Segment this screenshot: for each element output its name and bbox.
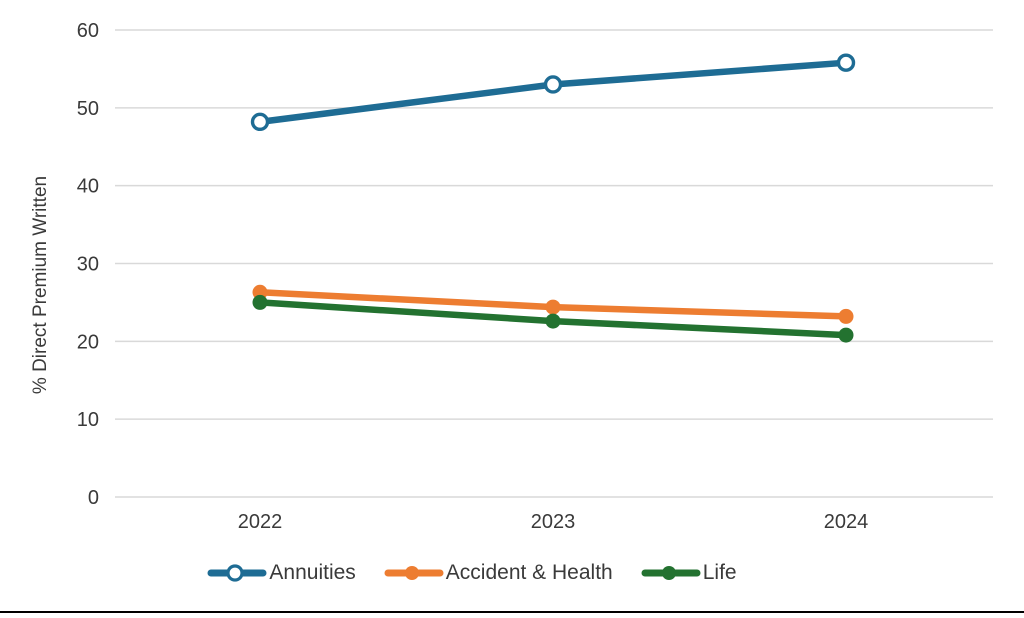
data-point-annuities-2024	[836, 53, 856, 72]
y-tick-label-10: 10	[77, 409, 99, 431]
bottom-border-line	[0, 611, 1024, 613]
y-tick-label-30: 30	[77, 254, 99, 276]
y-axis-tick-labels: 0 10 20 30 40 50 60	[77, 20, 99, 509]
legend-item-annuities: Annuities	[207, 561, 356, 585]
legend-marker-accident-health	[384, 566, 444, 580]
y-tick-label-0: 0	[88, 487, 99, 509]
legend-marker-life	[641, 566, 701, 580]
data-point-annuities-2023	[543, 75, 563, 94]
y-tick-label-20: 20	[77, 331, 99, 353]
x-axis-tick-labels: 2022 2023 2024	[238, 511, 869, 533]
y-tick-label-50: 50	[77, 98, 99, 120]
data-series	[250, 53, 856, 343]
data-point-life-2022	[252, 294, 268, 310]
data-point-life-2023	[545, 313, 561, 329]
y-tick-label-40: 40	[77, 176, 99, 198]
legend: Annuities Accident & Health Life	[0, 558, 984, 588]
y-axis-title: % Direct Premium Written	[30, 176, 51, 394]
legend-item-life: Life	[641, 561, 737, 585]
legend-item-accident-health: Accident & Health	[384, 561, 613, 585]
data-point-accident-health-2024	[838, 308, 854, 324]
x-tick-label-2023: 2023	[531, 511, 576, 533]
legend-label-accident-health: Accident & Health	[445, 561, 613, 584]
legend-dot-annuities	[226, 564, 245, 582]
data-point-annuities-2022	[250, 112, 270, 132]
legend-dot-accident-health	[404, 566, 419, 580]
gridlines	[115, 29, 993, 498]
line-chart: 0 10 20 30 40 50 60 2022 2023 2024 % Direct Prem…	[30, 20, 993, 533]
legend-label-annuities: Annuities	[269, 561, 356, 584]
y-tick-label-60: 60	[77, 20, 99, 42]
x-tick-label-2022: 2022	[238, 511, 283, 533]
data-point-accident-health-2023	[545, 299, 561, 315]
legend-dot-life	[661, 566, 676, 580]
legend-label-life: Life	[702, 561, 737, 584]
data-point-life-2024	[838, 327, 854, 343]
legend-marker-annuities	[207, 564, 267, 582]
x-tick-label-2024: 2024	[824, 511, 869, 533]
